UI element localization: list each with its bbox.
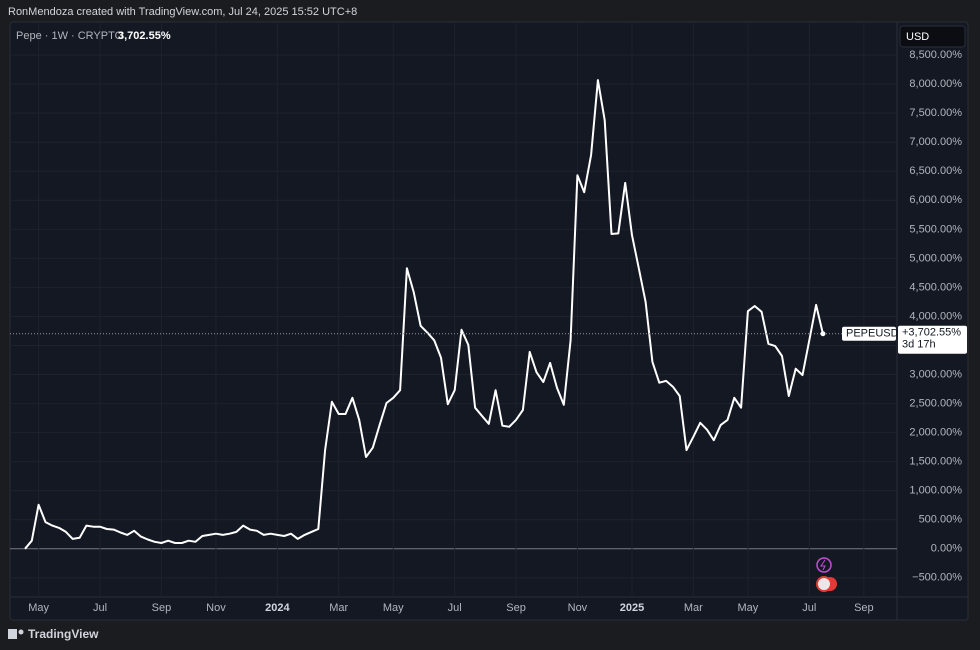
event-icon[interactable] xyxy=(816,576,832,592)
symbol: Pepe · 1W · CRYPTO xyxy=(16,30,124,42)
x-tick-label: Sep xyxy=(854,602,874,614)
y-tick-label: 3,000.00% xyxy=(909,368,962,380)
y-tick-label: 8,000.00% xyxy=(909,78,962,90)
y-tick-label: 1,000.00% xyxy=(909,485,962,497)
symbol-badge-label: PEPEUSD xyxy=(846,328,899,340)
y-tick-label: 2,500.00% xyxy=(909,397,962,409)
y-tick-label: 6,000.00% xyxy=(909,194,962,206)
event-icon-bolt xyxy=(820,559,826,571)
symbol-badge xyxy=(842,326,896,341)
last-point xyxy=(820,331,826,337)
x-tick-label: Sep xyxy=(152,602,172,614)
y-tick-label: 4,000.00% xyxy=(909,310,962,322)
y-tick-label: 1,500.00% xyxy=(909,456,962,468)
y-tick-label: 8,500.00% xyxy=(909,49,962,61)
y-tick-label: 7,000.00% xyxy=(909,136,962,148)
chart-panel xyxy=(9,21,969,621)
y-tick-label: −500.00% xyxy=(912,572,962,584)
x-tick-label: Nov xyxy=(206,602,226,614)
x-tick-label: Mar xyxy=(329,602,348,614)
x-tick-label: Sep xyxy=(506,602,526,614)
x-tick-label: 2024 xyxy=(265,602,290,614)
logo-mark xyxy=(8,629,17,639)
legend-value: 3,702.55% xyxy=(118,30,171,42)
x-tick-label: May xyxy=(28,602,49,614)
footer-logo: TradingView xyxy=(28,627,99,641)
plot xyxy=(24,79,824,550)
logo-mark xyxy=(18,629,24,635)
grid xyxy=(10,22,897,597)
event-icon[interactable] xyxy=(816,557,832,573)
header: RonMendoza created with TradingView.com,… xyxy=(8,6,357,18)
x-tick-label: May xyxy=(383,602,404,614)
x-tick-label: Jul xyxy=(93,602,107,614)
currency-button[interactable] xyxy=(899,25,966,48)
price-line xyxy=(24,79,824,550)
x-tick-label: Jul xyxy=(802,602,816,614)
x-tick-label: May xyxy=(738,602,759,614)
overlay: −500.00% 0.00% 500.00% 1,000.00% 1,500.00% 2,… xyxy=(10,49,967,614)
y-tick-label: 0.00% xyxy=(931,543,962,555)
price-badge xyxy=(898,325,967,354)
x-tick-label: Jul xyxy=(448,602,462,614)
countdown: 3d 17h xyxy=(902,339,936,351)
y-tick-label: 5,500.00% xyxy=(909,223,962,235)
y-tick-label: 500.00% xyxy=(919,514,963,526)
x-tick-label: Nov xyxy=(568,602,588,614)
y-tick-label: 6,500.00% xyxy=(909,165,962,177)
y-tick-label: 4,500.00% xyxy=(909,281,962,293)
currency[interactable]: USD xyxy=(906,31,929,43)
x-tick-label: Mar xyxy=(684,602,703,614)
y-tick-label: 2,000.00% xyxy=(909,427,962,439)
y-tick-label: 7,500.00% xyxy=(909,107,962,119)
x-tick-label: 2025 xyxy=(620,602,644,614)
y-tick-label: 5,000.00% xyxy=(909,252,962,264)
price-badge-label: +3,702.55% xyxy=(902,327,961,339)
